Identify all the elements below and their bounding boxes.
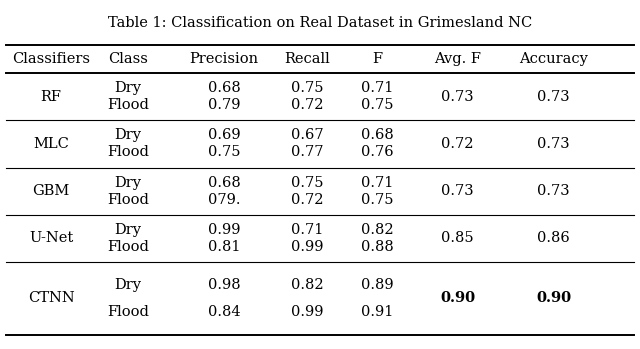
Text: Dry: Dry	[115, 176, 141, 190]
Text: 0.81: 0.81	[208, 240, 240, 254]
Text: 0.75: 0.75	[208, 146, 240, 159]
Text: 0.67: 0.67	[291, 128, 323, 142]
Text: 0.77: 0.77	[291, 146, 323, 159]
Text: Dry: Dry	[115, 128, 141, 142]
Text: RF: RF	[41, 90, 61, 104]
Text: Precision: Precision	[189, 52, 259, 66]
Text: 0.71: 0.71	[362, 176, 394, 190]
Text: Class: Class	[108, 52, 148, 66]
Text: 0.99: 0.99	[291, 240, 323, 254]
Text: Dry: Dry	[115, 278, 141, 292]
Text: 0.90: 0.90	[536, 291, 571, 305]
Text: 0.84: 0.84	[208, 305, 240, 319]
Text: 0.89: 0.89	[362, 278, 394, 292]
Text: 0.76: 0.76	[362, 146, 394, 159]
Text: 0.79: 0.79	[208, 98, 240, 112]
Text: Dry: Dry	[115, 223, 141, 237]
Text: F: F	[372, 52, 383, 66]
Text: 079.: 079.	[208, 193, 240, 207]
Text: 0.91: 0.91	[362, 305, 394, 319]
Text: 0.71: 0.71	[291, 223, 323, 237]
Text: 0.75: 0.75	[362, 193, 394, 207]
Text: GBM: GBM	[33, 184, 70, 198]
Text: Flood: Flood	[107, 193, 149, 207]
Text: 0.98: 0.98	[208, 278, 240, 292]
Text: Flood: Flood	[107, 240, 149, 254]
Text: Avg. F: Avg. F	[434, 52, 481, 66]
Text: 0.73: 0.73	[442, 90, 474, 104]
Text: Classifiers: Classifiers	[12, 52, 90, 66]
Text: 0.88: 0.88	[361, 240, 394, 254]
Text: 0.73: 0.73	[538, 137, 570, 151]
Text: Table 1: Classification on Real Dataset in Grimesland NC: Table 1: Classification on Real Dataset …	[108, 16, 532, 30]
Text: 0.73: 0.73	[538, 90, 570, 104]
Text: 0.73: 0.73	[442, 184, 474, 198]
Text: CTNN: CTNN	[28, 291, 75, 305]
Text: 0.71: 0.71	[362, 81, 394, 95]
Text: Flood: Flood	[107, 146, 149, 159]
Text: 0.99: 0.99	[291, 305, 323, 319]
Text: Flood: Flood	[107, 305, 149, 319]
Text: Dry: Dry	[115, 81, 141, 95]
Text: Recall: Recall	[284, 52, 330, 66]
Text: 0.72: 0.72	[291, 193, 323, 207]
Text: 0.68: 0.68	[207, 176, 241, 190]
Text: 0.72: 0.72	[442, 137, 474, 151]
Text: 0.85: 0.85	[442, 231, 474, 245]
Text: Flood: Flood	[107, 98, 149, 112]
Text: 0.69: 0.69	[208, 128, 240, 142]
Text: 0.99: 0.99	[208, 223, 240, 237]
Text: 0.73: 0.73	[538, 184, 570, 198]
Text: 0.82: 0.82	[362, 223, 394, 237]
Text: 0.68: 0.68	[207, 81, 241, 95]
Text: 0.72: 0.72	[291, 98, 323, 112]
Text: 0.75: 0.75	[291, 176, 323, 190]
Text: 0.68: 0.68	[361, 128, 394, 142]
Text: 0.82: 0.82	[291, 278, 323, 292]
Text: MLC: MLC	[33, 137, 69, 151]
Text: Accuracy: Accuracy	[519, 52, 588, 66]
Text: 0.86: 0.86	[537, 231, 570, 245]
Text: 0.75: 0.75	[362, 98, 394, 112]
Text: 0.75: 0.75	[291, 81, 323, 95]
Text: U-Net: U-Net	[29, 231, 74, 245]
Text: 0.90: 0.90	[440, 291, 475, 305]
